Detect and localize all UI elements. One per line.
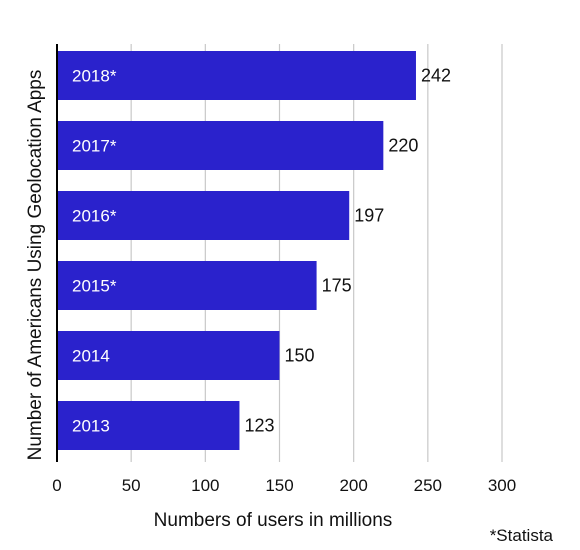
source-note: *Statista xyxy=(490,526,554,545)
x-tick-label: 50 xyxy=(122,476,141,495)
x-tick-label: 250 xyxy=(414,476,442,495)
bar xyxy=(57,121,384,170)
x-tick-label: 0 xyxy=(52,476,61,495)
category-label: 2017* xyxy=(72,137,117,156)
gridlines xyxy=(130,44,503,462)
bar xyxy=(57,401,240,450)
x-axis-title: Numbers of users in millions xyxy=(154,510,393,531)
data-label: 197 xyxy=(354,206,384,226)
category-label: 2013 xyxy=(72,417,110,436)
y-axis-title: Number of Americans Using Geolocation Ap… xyxy=(25,70,46,461)
data-label: 123 xyxy=(244,416,274,436)
x-tick-label: 150 xyxy=(265,476,293,495)
category-label: 2018* xyxy=(72,67,117,86)
data-label: 242 xyxy=(421,66,451,86)
category-label: 2015* xyxy=(72,277,117,296)
bars: 2018* 242 2017* 220 2016* 197 2015* 175 2014 150 2… xyxy=(57,51,451,450)
x-tick-labels: 0 50 100 150 200 250 300 xyxy=(52,476,516,495)
data-label: 150 xyxy=(285,346,315,366)
bar xyxy=(57,51,416,100)
data-label: 175 xyxy=(322,276,352,296)
category-label: 2016* xyxy=(72,207,117,226)
data-label: 220 xyxy=(388,136,418,156)
category-label: 2014 xyxy=(72,347,110,366)
bar xyxy=(57,191,350,240)
bar xyxy=(57,331,280,380)
x-tick-label: 100 xyxy=(191,476,219,495)
bar xyxy=(57,261,317,310)
x-tick-label: 200 xyxy=(339,476,367,495)
x-tick-label: 300 xyxy=(488,476,516,495)
